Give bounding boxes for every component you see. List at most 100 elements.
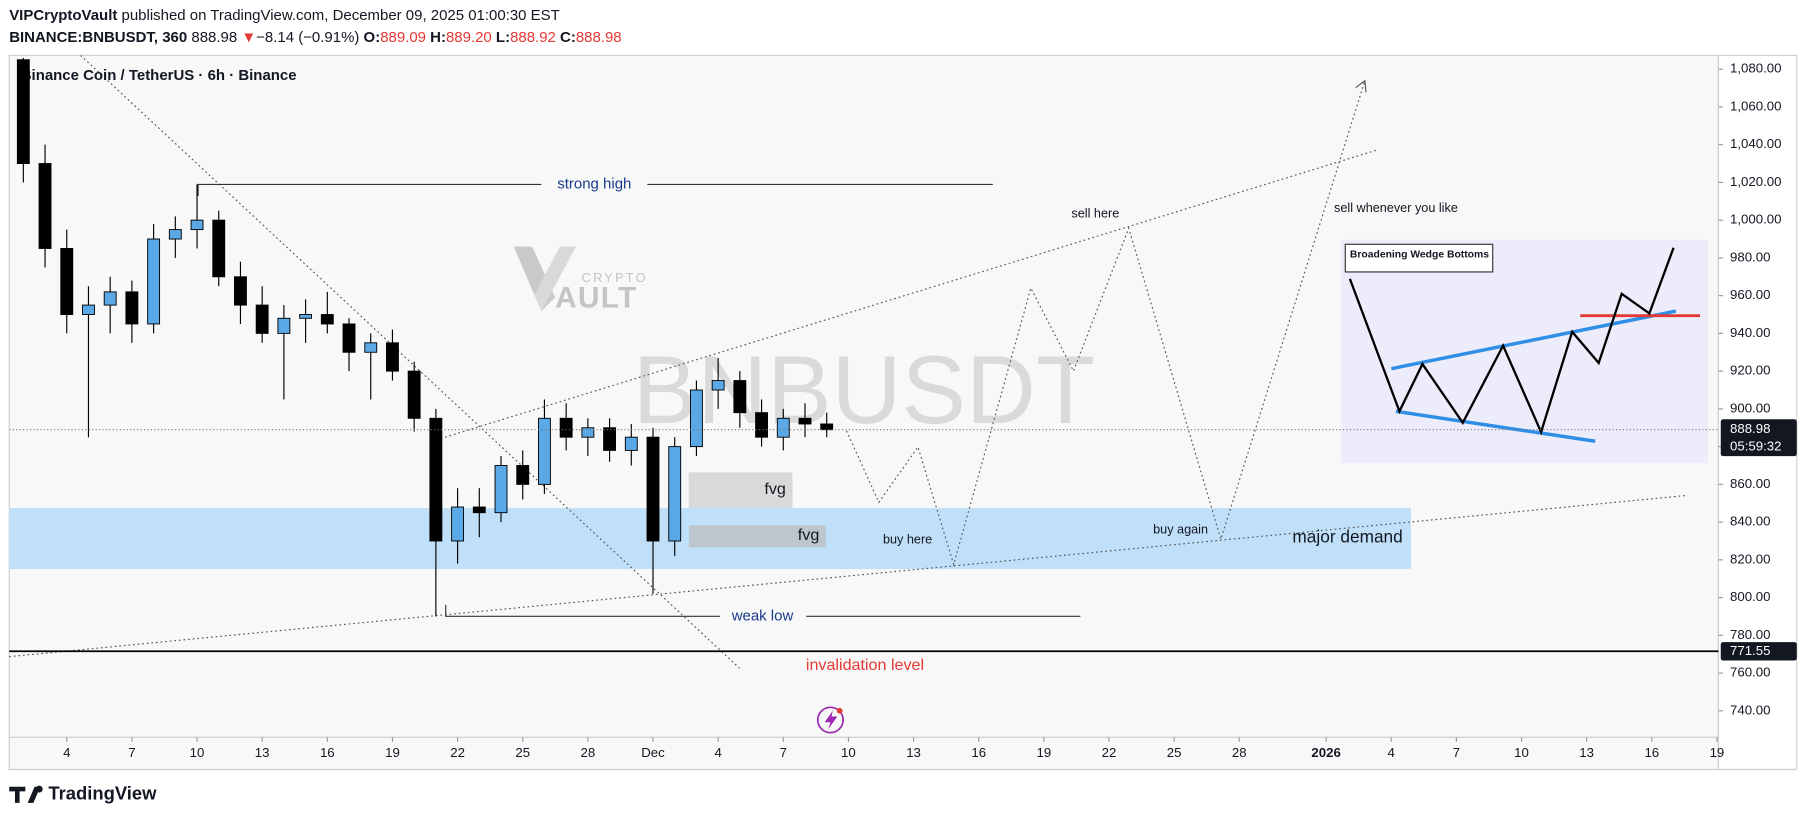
h-label: H: [430,29,446,46]
candle-body [299,314,313,319]
fvg-box [688,525,826,548]
chart-title: Binance Coin / TetherUS · 6h · Binance [21,67,297,84]
o: 889.09 [380,29,426,46]
l-label: L: [496,29,510,46]
annotation: buy again [1153,522,1208,536]
candle-body [516,465,530,485]
x-tick-label: 25 [1167,745,1182,760]
y-tick-label: 1,040.00 [1730,136,1782,151]
arrow-head [1355,79,1367,93]
change: −8.14 (−0.91%) [256,29,359,46]
annotation: Broadening Wedge Bottoms [1350,249,1489,260]
author: VIPCryptoVault [9,7,117,24]
watermark: BNBUSDT [633,335,1095,444]
x-tick-label: 7 [1453,745,1460,760]
x-tick-label: 7 [780,745,787,760]
candle-body [147,238,161,325]
candle-body [538,417,551,485]
candle-body [776,417,790,438]
x-tick-label: 19 [1036,745,1051,760]
wedge-line [1395,409,1596,443]
brand[interactable]: TradingView [48,783,157,804]
c-label: C: [560,29,576,46]
annotation: strong high [557,175,631,192]
y-tick-label: 760.00 [1730,665,1770,680]
x-tick-label: 7 [128,745,135,760]
generated: 740.00 760.00 780.00 800.00 820.00 840.00 860.… [9,57,1797,760]
y-tick-label: 960.00 [1730,287,1770,302]
candle-body [234,276,247,306]
candle-body [103,291,117,306]
countdown: 05:59:32 [1730,438,1782,453]
candle-body [342,323,356,353]
annotation: buy here [883,533,932,547]
fvg-box [688,472,793,509]
y-tick-label: 820.00 [1730,551,1770,566]
price: 888.98 [191,29,237,46]
candle-body [559,417,573,438]
x-tick-label: 16 [320,745,335,760]
y-tick-label: 800.00 [1730,589,1770,604]
candle-body [624,436,638,451]
h: 889.20 [446,29,492,46]
inset [1340,239,1709,464]
annotation: major demand [1292,527,1402,547]
candle-body [429,417,443,542]
x-tick-label: 4 [63,745,70,760]
candle-body [212,219,226,278]
inset-label-box [1344,243,1494,273]
l: 888.92 [510,29,556,46]
candle-body [690,389,703,448]
c: 888.98 [576,29,622,46]
candle-body [16,59,30,165]
last-price-box [1720,419,1797,457]
annotation: sell whenever you like [1334,201,1458,215]
brand-logo [9,785,43,803]
candle-body [364,342,378,353]
x-tick-label: 19 [385,745,400,760]
candle-body [820,423,834,431]
y-tick-label: 940.00 [1730,325,1770,340]
x-tick-label: 2026 [1311,745,1340,760]
candle-body [255,304,269,334]
x-tick-label: 13 [255,745,270,760]
arrow: ▼ [241,29,256,46]
candle-body [603,427,617,451]
candle-body [668,446,682,542]
candle-body [711,380,725,391]
weak-low-line [445,604,720,617]
x-tick-label: 25 [515,745,530,760]
symbol-line: BINANCE:BNBUSDT, 360 888.98 ▼−8.14 (−0.9… [9,29,621,46]
y-tick-label: 980.00 [1730,249,1770,264]
candle-body [494,465,508,514]
last-price-label: 888.98 [1730,421,1770,436]
candle-body [646,436,660,542]
candle-body [472,506,486,514]
o-label: O: [364,29,381,46]
candle-body [277,317,291,334]
symbol: BINANCE:BNBUSDT, 360 [9,29,187,46]
y-tick-label: 840.00 [1730,514,1770,529]
x-tick-label: 10 [841,745,856,760]
candle-body [733,380,747,414]
annotation: fvg [764,480,786,498]
candle-body [755,412,769,438]
y-tick-label: 740.00 [1730,702,1770,717]
y-tick-label: 1,000.00 [1730,212,1782,227]
strong-high-line [197,183,542,196]
x-tick-label: 4 [1388,745,1395,760]
x-tick-label: 10 [190,745,205,760]
wedge-zigzag [1348,247,1675,436]
x-tick-label: 19 [1710,745,1725,760]
logo-mark [534,246,576,312]
alert-icon[interactable] [816,706,844,734]
annotation: weak low [731,607,794,624]
x-tick-label: 16 [971,745,986,760]
candles [16,57,834,617]
projection-path [846,80,1366,567]
logo-text: AULT [555,281,637,314]
x-tick-label: 28 [1232,745,1247,760]
candle-body [190,219,204,231]
y-tick-label: 1,060.00 [1730,98,1782,113]
